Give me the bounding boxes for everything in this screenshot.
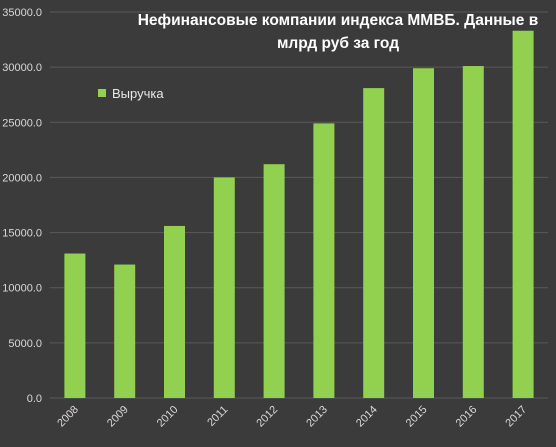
bar-2012 xyxy=(263,164,285,398)
bars xyxy=(64,30,534,399)
bar-2017 xyxy=(512,30,534,399)
y-tick-label: 15000.0 xyxy=(2,228,42,240)
x-tick-label: 2012 xyxy=(254,404,280,430)
y-tick-label: 20000.0 xyxy=(2,172,42,184)
x-tick-label: 2009 xyxy=(105,404,131,430)
x-tick-label: 2013 xyxy=(304,404,330,430)
x-tick-label: 2017 xyxy=(503,404,529,430)
bar-2010 xyxy=(164,225,185,398)
y-tick-label: 35000.0 xyxy=(2,7,42,19)
bar-2011 xyxy=(213,177,235,398)
x-tick-label: 2011 xyxy=(205,404,230,429)
bar-2016 xyxy=(462,66,484,398)
x-tick-label: 2014 xyxy=(354,404,380,430)
y-axis-ticks: 0.0 5000.0 10000.0 15000.0 20000.0 25000.0 300… xyxy=(2,7,42,405)
y-tick-label: 10000.0 xyxy=(2,283,42,295)
x-axis-ticks: 2008 2009 2010 2011 2012 2013 2014 2015 2016 2017 xyxy=(55,404,529,430)
chart-title-line-2: млрд руб за год xyxy=(277,35,399,52)
bar-2015 xyxy=(413,68,434,398)
bar-2008 xyxy=(64,253,86,398)
legend-swatch xyxy=(98,89,106,97)
bar-2014 xyxy=(363,88,385,399)
x-tick-label: 2015 xyxy=(404,404,430,430)
y-tick-label: 30000.0 xyxy=(2,62,42,74)
x-tick-label: 2016 xyxy=(454,404,480,430)
bar-2009 xyxy=(114,264,136,398)
chart-title-line-1: Нефинансовые компании индекса ММВБ. Данн… xyxy=(138,12,539,29)
y-tick-label: 25000.0 xyxy=(2,117,42,129)
x-tick-label: 2010 xyxy=(155,404,181,430)
y-tick-label: 5000.0 xyxy=(8,338,42,350)
x-tick-label: 2008 xyxy=(55,404,81,430)
y-tick-label: 0.0 xyxy=(27,393,42,405)
bar-2013 xyxy=(313,123,335,398)
legend-label: Выручка xyxy=(112,86,164,101)
